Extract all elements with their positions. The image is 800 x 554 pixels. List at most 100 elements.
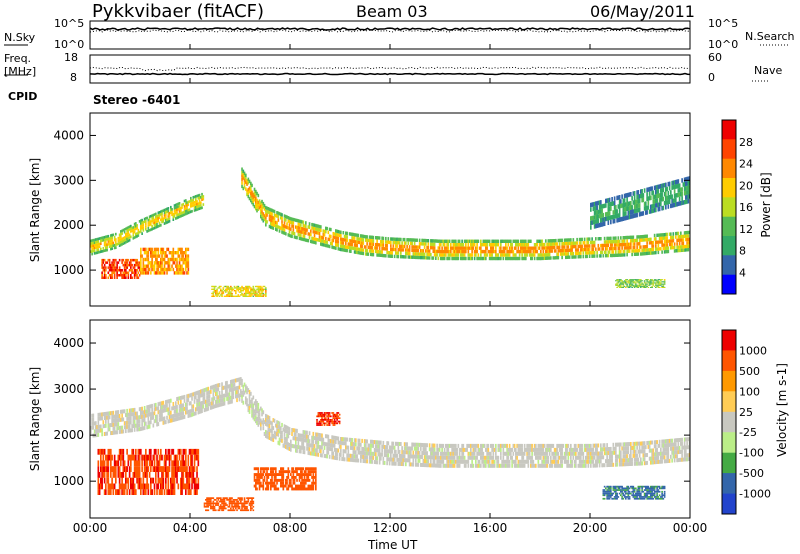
power-cell <box>138 266 141 269</box>
velocity-cell <box>255 467 257 471</box>
power-cell <box>617 204 620 209</box>
velocity-cell <box>251 497 253 499</box>
power-cell <box>673 249 676 253</box>
velocity-cell <box>193 483 196 490</box>
velocity-cell <box>312 467 315 471</box>
velocity-cell <box>218 383 221 387</box>
power-cell <box>250 195 252 199</box>
power-cell <box>675 202 677 207</box>
velocity-cell <box>315 448 317 453</box>
velocity-cell <box>212 400 215 405</box>
power-cell <box>473 256 476 261</box>
velocity-cell <box>246 507 248 510</box>
power-cell <box>428 252 431 257</box>
velocity-cell <box>230 497 232 499</box>
power-cell <box>340 244 342 248</box>
power-cell <box>96 246 98 249</box>
velocity-cell <box>135 489 137 495</box>
power-cell <box>187 267 190 272</box>
power-cell <box>276 228 278 232</box>
power-cell <box>626 215 628 220</box>
power-cell <box>241 171 243 175</box>
power-cell <box>345 231 347 235</box>
power-cell <box>646 285 648 287</box>
velocity-cell <box>302 450 305 454</box>
power-cell <box>528 249 531 254</box>
power-cell <box>581 237 583 242</box>
velocity-cell <box>255 419 257 424</box>
power-cell <box>167 215 170 218</box>
power-cell <box>156 214 158 218</box>
velocity-cell <box>222 497 225 499</box>
power-cell <box>172 257 175 262</box>
power-cell <box>316 238 318 242</box>
velocity-cell <box>198 402 201 406</box>
power-cell <box>485 246 487 250</box>
power-cell <box>633 286 636 288</box>
velocity-cell <box>106 460 108 467</box>
power-cell <box>620 286 622 288</box>
power-cell <box>427 242 430 246</box>
power-cell <box>298 236 301 241</box>
power-cell <box>627 280 630 282</box>
velocity-cell <box>207 394 210 399</box>
power-cell <box>346 231 348 236</box>
power-cell <box>492 256 495 261</box>
velocity-cell <box>231 399 233 404</box>
power-cell <box>103 266 106 269</box>
power-cell <box>185 251 187 255</box>
power-cell <box>350 232 352 236</box>
velocity-cell <box>302 430 305 435</box>
power-cell <box>158 254 161 258</box>
power-cell <box>185 204 187 208</box>
power-cell <box>296 236 298 240</box>
power-cell <box>588 251 591 255</box>
power-cell <box>226 287 228 289</box>
velocity-cell <box>136 466 138 472</box>
power-cell <box>642 193 645 198</box>
power-cell <box>246 288 248 290</box>
velocity-cell <box>280 467 282 471</box>
power-cell <box>501 239 503 243</box>
power-cell <box>577 244 580 249</box>
velocity-cell <box>136 423 138 428</box>
velocity-cell <box>160 409 162 414</box>
velocity-cell <box>237 385 240 390</box>
power-cell <box>286 215 288 219</box>
power-cell <box>262 212 265 216</box>
velocity-cell <box>215 504 217 506</box>
velocity-cell <box>300 481 302 485</box>
power-cell <box>342 237 345 242</box>
power-cell <box>418 238 421 242</box>
power-cell <box>623 246 626 250</box>
velocity-cell <box>186 410 188 415</box>
power-cell <box>412 252 415 256</box>
power-cell <box>607 240 610 244</box>
power-cell <box>292 228 295 232</box>
velocity-cell <box>228 384 231 389</box>
power-cell <box>113 263 116 267</box>
power-cell <box>368 242 371 246</box>
power-cell <box>397 251 400 255</box>
power-cell <box>181 251 183 255</box>
velocity-cell <box>227 499 230 501</box>
velocity-cell <box>140 477 142 484</box>
power-cell <box>680 238 682 242</box>
power-cell <box>120 269 122 272</box>
power-cell <box>197 202 200 205</box>
power-cell <box>243 178 246 182</box>
power-cell <box>610 243 612 247</box>
power-cell <box>631 286 633 288</box>
velocity-cell <box>226 497 228 499</box>
power-cell <box>462 249 465 254</box>
power-cell <box>625 215 627 221</box>
velocity-cell <box>138 427 141 432</box>
velocity-cell <box>167 411 170 416</box>
power-cell <box>172 261 175 265</box>
power-cell <box>141 226 143 230</box>
power-cell <box>180 212 182 215</box>
power-cell <box>421 249 423 253</box>
velocity-cell <box>255 478 257 482</box>
power-cell <box>265 288 267 290</box>
velocity-cell <box>208 502 211 505</box>
